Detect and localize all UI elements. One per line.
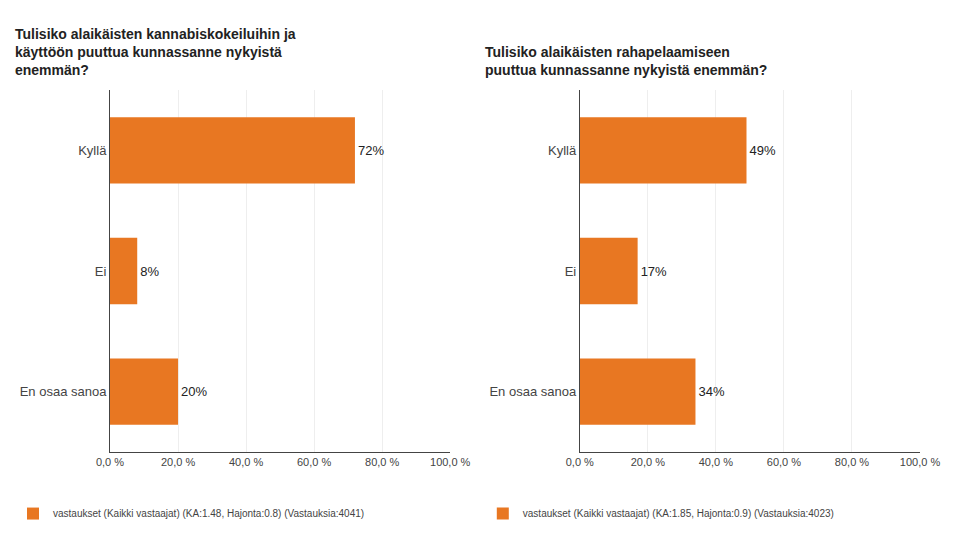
svg-text:34%: 34% [698,384,724,399]
svg-text:80,0 %: 80,0 % [835,456,869,468]
svg-text:60,0 %: 60,0 % [297,456,331,468]
svg-text:20%: 20% [181,384,207,399]
svg-text:20,0 %: 20,0 % [631,456,665,468]
svg-text:100,0 %: 100,0 % [900,456,941,468]
svg-text:100,0 %: 100,0 % [430,456,471,468]
svg-text:Tulisiko alaikäisten rahapelaa: Tulisiko alaikäisten rahapelaamiseenpuut… [485,44,767,78]
svg-text:Ei: Ei [565,264,577,279]
svg-text:40,0 %: 40,0 % [699,456,733,468]
svg-text:40,0 %: 40,0 % [229,456,263,468]
svg-text:72%: 72% [358,143,384,158]
svg-text:49%: 49% [750,143,776,158]
svg-text:60,0 %: 60,0 % [767,456,801,468]
svg-text:17%: 17% [641,264,667,279]
svg-text:8%: 8% [140,264,159,279]
svg-text:Kyllä: Kyllä [548,143,577,158]
svg-text:Tulisiko alaikäisten kannabisk: Tulisiko alaikäisten kannabiskokeiluihin… [15,26,296,78]
svg-text:En osaa sanoa: En osaa sanoa [20,384,108,399]
svg-text:0,0 %: 0,0 % [566,456,594,468]
svg-text:vastaukset (Kaikki vastaajat): vastaukset (Kaikki vastaajat) (KA:1.48, … [53,508,364,519]
svg-text:Ei: Ei [95,264,107,279]
svg-text:vastaukset (Kaikki vastaajat): vastaukset (Kaikki vastaajat) (KA:1.85, … [523,508,834,519]
svg-text:80,0 %: 80,0 % [365,456,399,468]
svg-text:0,0 %: 0,0 % [96,456,124,468]
svg-text:Kyllä: Kyllä [78,143,107,158]
svg-text:En osaa sanoa: En osaa sanoa [489,384,577,399]
svg-text:20,0 %: 20,0 % [161,456,195,468]
